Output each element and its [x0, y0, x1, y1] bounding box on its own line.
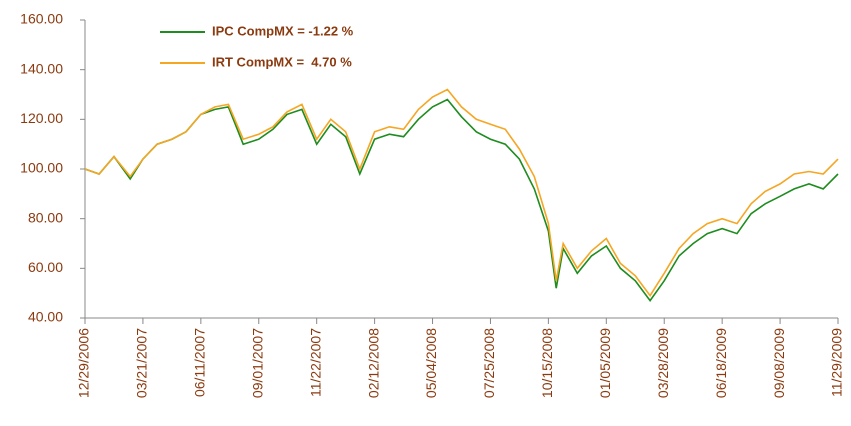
x-tick-label: 01/05/2009	[597, 328, 613, 398]
x-tick-label: 11/22/2007	[307, 328, 323, 397]
x-tick-label: 03/21/2007	[134, 328, 150, 398]
x-tick-label: 07/25/2008	[481, 328, 497, 398]
y-tick-label: 100.00	[20, 160, 63, 176]
x-tick-label: 09/08/2009	[771, 328, 787, 398]
x-tick-label: 03/28/2009	[655, 328, 671, 398]
y-tick-label: 80.00	[28, 209, 63, 225]
x-tick-label: 11/29/2009	[829, 328, 845, 397]
legend-label: IPC CompMX = -1.22 %	[212, 23, 354, 38]
x-tick-label: 06/11/2007	[192, 328, 208, 397]
x-tick-label: 12/29/2006	[76, 328, 92, 398]
x-tick-label: 05/04/2008	[423, 328, 439, 398]
x-tick-label: 06/18/2009	[713, 328, 729, 398]
y-tick-label: 60.00	[28, 259, 63, 275]
y-tick-label: 140.00	[20, 60, 63, 76]
x-tick-label: 02/12/2008	[365, 328, 381, 398]
y-tick-label: 120.00	[20, 110, 63, 126]
x-tick-label: 10/15/2008	[539, 328, 555, 398]
legend-label: IRT CompMX = 4.70 %	[212, 54, 352, 69]
y-tick-label: 40.00	[28, 309, 63, 325]
series-line	[84, 88, 839, 298]
y-tick-label: 160.00	[20, 11, 63, 27]
x-tick-label: 09/01/2007	[249, 328, 265, 398]
series-line	[84, 98, 839, 302]
